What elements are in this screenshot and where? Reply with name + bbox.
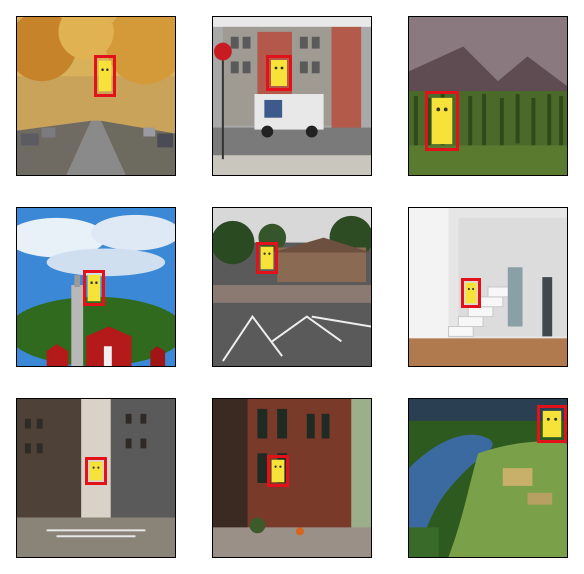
tile-parking-lot [212, 207, 372, 367]
downtown-street-scene [17, 399, 175, 557]
pikachu-icon [98, 60, 112, 92]
pikachu-icon [87, 274, 101, 302]
detection-box [461, 278, 481, 308]
brick-alley-scene [213, 399, 371, 557]
tile-city-street-with-truck [212, 16, 372, 176]
detection-box [537, 405, 567, 443]
detection-box [266, 55, 292, 91]
tile-modern-staircase-interior [408, 207, 568, 367]
detection-box [425, 91, 459, 151]
pikachu-icon [465, 282, 477, 304]
pikachu-icon [260, 246, 274, 270]
river-valley-scene [409, 399, 567, 557]
parking-lot-scene [213, 208, 371, 366]
autumn-street-scene [17, 17, 175, 175]
tile-mountain-forest [408, 16, 568, 176]
detection-box [267, 455, 289, 487]
staircase-scene [409, 208, 567, 366]
detection-box [85, 457, 107, 485]
pikachu-icon [89, 461, 103, 481]
tile-river-valley [408, 398, 568, 558]
detection-box [256, 242, 278, 274]
tile-autumn-street [16, 16, 176, 176]
pikachu-icon [271, 459, 285, 483]
pikachu-icon [271, 60, 287, 86]
tile-red-barn-under-sky [16, 207, 176, 367]
detection-box [94, 55, 116, 97]
detection-box [83, 270, 105, 306]
city-street-scene [213, 17, 371, 175]
tile-brick-alley [212, 398, 372, 558]
pikachu-icon [542, 410, 562, 438]
pikachu-icon [431, 97, 453, 145]
tile-downtown-street [16, 398, 176, 558]
